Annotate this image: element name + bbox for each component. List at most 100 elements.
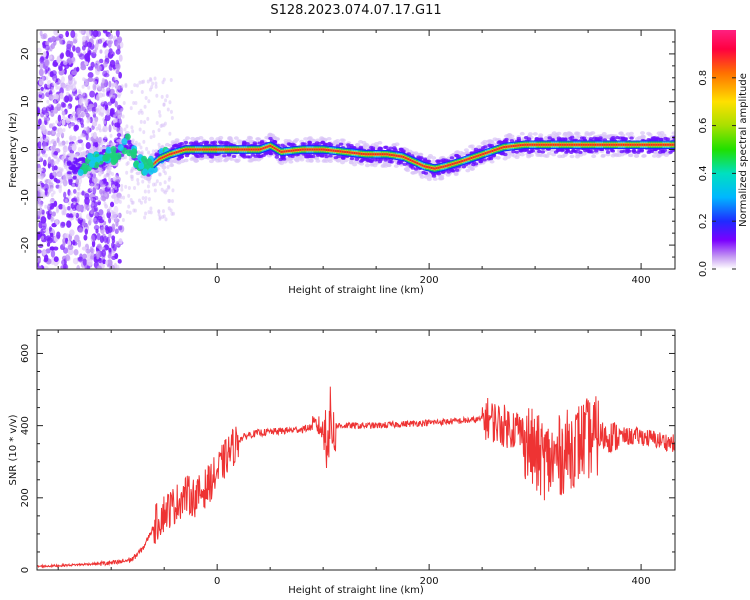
spectrogram-halo [335, 158, 341, 163]
spectrogram-noise-speck [92, 30, 99, 38]
spectrogram-noise-speck [53, 165, 58, 171]
spectrogram-blob [88, 160, 95, 168]
spectrogram-noise-speck [82, 253, 88, 259]
spectrogram-noise-speck [136, 181, 140, 186]
spectrogram-noise-speck [168, 100, 172, 105]
spectrogram-noise-speck [157, 109, 161, 114]
spectrogram-noise-speck [54, 155, 58, 160]
spectrogram-noise-speck [87, 118, 91, 123]
spectrogram-halo [528, 153, 534, 158]
spectrogram-noise-speck [92, 82, 97, 91]
spectrogram-halo [308, 159, 314, 163]
spectrogram-noise-speck [101, 100, 105, 105]
spectrogram-noise-speck [51, 82, 55, 87]
spectrogram-halo [562, 133, 568, 137]
spectrogram-noise-speck [103, 120, 107, 125]
spectrogram-noise-speck [44, 68, 48, 75]
spectrogram-halo [256, 157, 262, 162]
spectrogram-blob [77, 169, 84, 177]
spectrogram-noise-speck [72, 241, 78, 246]
spectrogram-noise-speck [137, 110, 141, 115]
spectrogram-noise-speck [170, 116, 174, 121]
spectrogram-noise-speck [73, 249, 79, 256]
spectrogram-noise-speck [53, 256, 59, 263]
spectrogram-noise-speck [55, 206, 59, 211]
spectrogram-noise-speck [132, 101, 136, 106]
spectrogram-noise-speck [57, 121, 61, 126]
spectrogram-noise-speck [43, 183, 49, 192]
spectrogram-band-outer [441, 158, 446, 162]
spectrogram-band-outer [632, 150, 637, 154]
spectrogram-noise-speck [111, 235, 116, 241]
spectrogram-noise-speck [57, 102, 61, 107]
spectrogram-band-outer [578, 150, 583, 154]
spectrogram-noise-speck [96, 265, 102, 269]
spectrogram-noise-speck [167, 198, 171, 203]
spectrogram-noise-speck [166, 107, 170, 112]
spectrogram-noise-speck [51, 144, 56, 151]
spectrogram-noise-speck [44, 44, 50, 51]
spectrogram-noise-speck [97, 38, 103, 44]
spectrogram-halo [190, 136, 196, 141]
spectrogram-noise-speck [38, 62, 44, 69]
spectrogram-noise-speck [86, 41, 93, 48]
spectrogram-noise-speck [107, 253, 112, 259]
spectrogram-halo [584, 131, 590, 135]
spectrogram-noise-speck [75, 140, 79, 145]
spectrogram-noise-speck [164, 98, 168, 103]
spectrogram-noise-speck [85, 30, 92, 37]
spectrogram-band-outer [224, 142, 229, 146]
spectrogram-noise-speck [161, 214, 165, 219]
spectrogram-halo [569, 154, 575, 159]
spectrogram-noise-speck [169, 78, 173, 83]
spectrogram-noise-speck [47, 156, 52, 165]
spectrogram-noise-speck [37, 197, 42, 203]
spectrogram-noise-speck [103, 135, 107, 140]
spectrogram-noise-speck [125, 209, 129, 214]
spectrogram-noise-speck [37, 243, 44, 248]
spectrogram-noise-speck [49, 199, 53, 204]
spectrogram-noise-speck [127, 185, 131, 190]
spectrogram-noise-speck [62, 60, 68, 66]
spectrogram-noise-speck [163, 180, 167, 185]
spectrogram-halo [343, 158, 349, 163]
spectrogram-noise-speck [67, 195, 71, 200]
spectrogram-band-outer [320, 140, 325, 144]
spectrogram-noise-speck [57, 157, 61, 162]
spectrogram-noise-speck [44, 153, 48, 158]
spectrogram-noise-speck [65, 156, 69, 161]
spectrogram-noise-speck [104, 173, 108, 178]
spectrogram-noise-speck [62, 178, 66, 183]
spectrogram-band-outer [202, 140, 207, 144]
spectrogram-band-outer [629, 136, 634, 140]
spectrogram-halo [463, 148, 469, 152]
spectrogram-noise-speck [117, 37, 122, 44]
spectrogram-noise-speck [92, 186, 97, 195]
spectrogram-noise-speck [143, 189, 147, 194]
spectrogram-noise-speck [80, 64, 87, 71]
spectrogram-noise-speck [133, 83, 137, 88]
spectrogram-noise-speck [113, 180, 119, 187]
spectrogram-noise-speck [146, 184, 150, 189]
spectrogram-noise-speck [114, 100, 118, 108]
spectrogram-noise-speck [90, 182, 94, 187]
spectrogram-halo [636, 135, 642, 140]
spectrogram-noise-speck [62, 241, 66, 247]
spectrogram-band-outer [210, 141, 215, 145]
spectrogram-noise-speck [37, 156, 40, 161]
spectrogram-noise-speck [129, 169, 133, 174]
spectrogram-noise-speck [56, 127, 60, 132]
spectrogram-noise-speck [135, 83, 139, 88]
spectrogram-noise-speck [63, 182, 67, 187]
spectrogram-noise-speck [79, 53, 85, 60]
spectrogram-noise-speck [52, 109, 56, 114]
spectrogram-noise-speck [42, 153, 46, 158]
spectrogram-noise-speck [58, 203, 64, 210]
spectrogram-noise-speck [77, 186, 81, 191]
spectrogram-halo [161, 165, 167, 170]
spectrogram-halo [169, 163, 175, 168]
spectrogram-noise-speck [90, 61, 95, 68]
spectrogram-noise-speck [64, 117, 68, 122]
spectrogram-halo [321, 159, 327, 163]
spectrogram-noise-speck [166, 184, 170, 189]
